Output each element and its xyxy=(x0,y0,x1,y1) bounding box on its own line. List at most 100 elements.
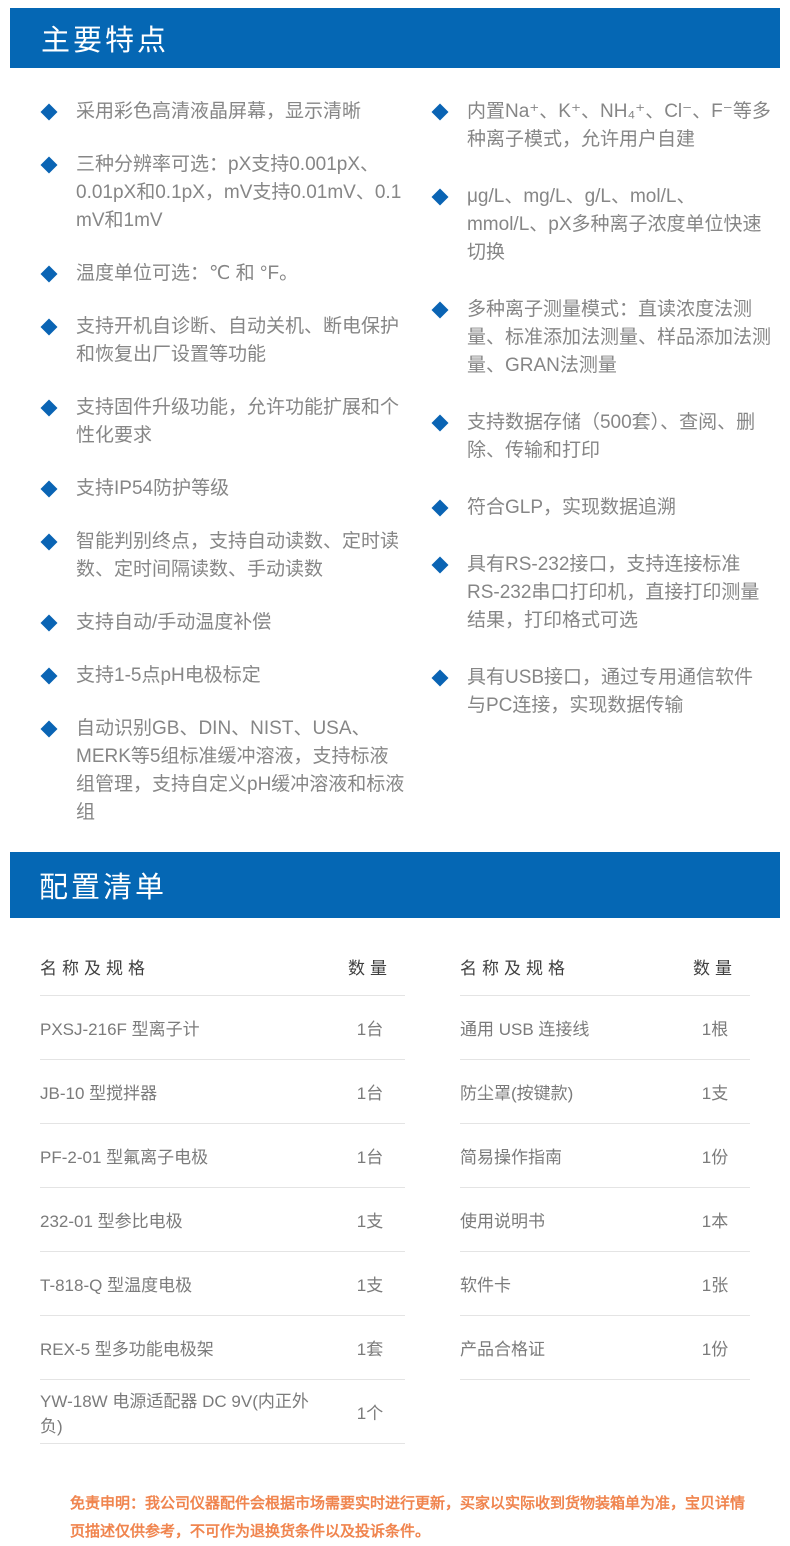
feature-item: 支持IP54防护等级 xyxy=(40,475,407,503)
feature-item: 符合GLP，实现数据追溯 xyxy=(431,494,772,522)
quantity-header: 数量 xyxy=(693,959,737,978)
config-section-title: 配置清单 xyxy=(39,872,168,904)
table-header-row: 名称及规格 数量 xyxy=(460,932,750,996)
item-name: 简易操作指南 xyxy=(460,1148,562,1167)
diamond-bullet-icon xyxy=(431,301,449,319)
table-row: 通用 USB 连接线 1根 xyxy=(460,996,750,1060)
item-qty: 1个 xyxy=(356,1404,384,1423)
feature-item: 智能判别终点，支持自动读数、定时读数、定时间隔读数、手动读数 xyxy=(40,528,407,584)
item-name: T-818-Q 型温度电极 xyxy=(40,1276,193,1295)
item-name: 通用 USB 连接线 xyxy=(460,1020,590,1039)
table-row: PF-2-01 型氟离子电极 1台 xyxy=(40,1124,405,1188)
diamond-bullet-icon xyxy=(431,556,449,574)
item-qty: 1台 xyxy=(356,1020,384,1039)
item-qty: 1张 xyxy=(701,1276,729,1295)
feature-text: 支持自动/手动温度补偿 xyxy=(76,612,272,633)
item-name: 防尘罩(按键款) xyxy=(460,1084,574,1103)
feature-text: 支持开机自诊断、自动关机、断电保护和恢复出厂设置等功能 xyxy=(76,316,400,365)
table-row: PXSJ-216F 型离子计 1台 xyxy=(40,996,405,1060)
item-name: 232-01 型参比电极 xyxy=(40,1212,183,1231)
item-name: 产品合格证 xyxy=(460,1340,545,1359)
feature-item: 采用彩色高清液晶屏幕，显示清晰 xyxy=(40,98,407,126)
feature-item: 支持固件升级功能，允许功能扩展和个性化要求 xyxy=(40,394,407,450)
feature-item: 内置Na⁺、K⁺、NH₄⁺、Cl⁻、F⁻等多种离子模式，允许用户自建 xyxy=(431,98,772,154)
diamond-bullet-icon xyxy=(40,156,58,174)
features-section-header: 主要特点 xyxy=(10,8,780,68)
feature-item: 自动识别GB、DIN、NIST、USA、MERK等5组标准缓冲溶液，支持标液组管… xyxy=(40,715,407,827)
config-tables: 名称及规格 数量 PXSJ-216F 型离子计 1台 JB-10 型搅拌器 1台… xyxy=(0,918,790,1444)
item-name: JB-10 型搅拌器 xyxy=(40,1084,158,1103)
feature-item: 温度单位可选：℃ 和 °F。 xyxy=(40,260,407,288)
table-row: 232-01 型参比电极 1支 xyxy=(40,1188,405,1252)
diamond-bullet-icon xyxy=(431,499,449,517)
table-row: 防尘罩(按键款) 1支 xyxy=(460,1060,750,1124)
item-qty: 1台 xyxy=(356,1148,384,1167)
feature-item: 支持1-5点pH电极标定 xyxy=(40,662,407,690)
table-row: 使用说明书 1本 xyxy=(460,1188,750,1252)
table-row: 产品合格证 1份 xyxy=(460,1316,750,1380)
feature-text: 支持IP54防护等级 xyxy=(76,478,230,499)
diamond-bullet-icon xyxy=(431,103,449,121)
diamond-bullet-icon xyxy=(431,188,449,206)
feature-item: 具有RS-232接口，支持连接标准RS-232串口打印机，直接打印测量结果，打印… xyxy=(431,551,772,635)
feature-text: 多种离子测量模式：直读浓度法测量、标准添加法测量、样品添加法测量、GRAN法测量 xyxy=(466,299,771,376)
item-name: REX-5 型多功能电极架 xyxy=(40,1340,214,1359)
table-row: REX-5 型多功能电极架 1套 xyxy=(40,1316,405,1380)
diamond-bullet-icon xyxy=(431,414,449,432)
table-row: YW-18W 电源适配器 DC 9V(内正外负) 1个 xyxy=(40,1380,405,1444)
table-row: 软件卡 1张 xyxy=(460,1252,750,1316)
feature-text: 自动识别GB、DIN、NIST、USA、MERK等5组标准缓冲溶液，支持标液组管… xyxy=(76,718,405,823)
quantity-header: 数量 xyxy=(348,959,392,978)
feature-item: 支持自动/手动温度补偿 xyxy=(40,609,407,637)
item-name: PXSJ-216F 型离子计 xyxy=(40,1020,200,1039)
name-spec-header: 名称及规格 xyxy=(460,959,570,978)
disclaimer-text: 免责申明：我公司仪器配件会根据市场需要实时进行更新，买家以实际收到货物装箱单为准… xyxy=(70,1495,746,1540)
item-name: 使用说明书 xyxy=(460,1212,545,1231)
feature-text: 三种分辨率可选：pX支持0.001pX、0.01pX和0.1pX，mV支持0.0… xyxy=(76,154,402,231)
feature-text: 智能判别终点，支持自动读数、定时读数、定时间隔读数、手动读数 xyxy=(76,531,400,580)
feature-item: 支持数据存储（500套）、查阅、删除、传输和打印 xyxy=(431,409,772,465)
diamond-bullet-icon xyxy=(40,265,58,283)
features-column-right: 内置Na⁺、K⁺、NH₄⁺、Cl⁻、F⁻等多种离子模式，允许用户自建 μg/L、… xyxy=(431,98,772,852)
feature-text: 温度单位可选：℃ 和 °F。 xyxy=(76,263,299,284)
diamond-bullet-icon xyxy=(40,533,58,551)
item-qty: 1支 xyxy=(356,1276,384,1295)
diamond-bullet-icon xyxy=(40,103,58,121)
feature-text: 具有RS-232接口，支持连接标准RS-232串口打印机，直接打印测量结果，打印… xyxy=(466,554,760,631)
feature-text: 支持1-5点pH电极标定 xyxy=(76,665,261,686)
item-qty: 1份 xyxy=(701,1148,729,1167)
feature-text: μg/L、mg/L、g/L、mol/L、mmol/L、pX多种离子浓度单位快速切… xyxy=(466,186,762,263)
config-section-header: 配置清单 xyxy=(10,852,780,918)
item-qty: 1份 xyxy=(701,1340,729,1359)
feature-text: 符合GLP，实现数据追溯 xyxy=(466,497,676,518)
item-qty: 1台 xyxy=(356,1084,384,1103)
feature-text: 支持数据存储（500套）、查阅、删除、传输和打印 xyxy=(466,412,756,461)
features-column-left: 采用彩色高清液晶屏幕，显示清晰 三种分辨率可选：pX支持0.001pX、0.01… xyxy=(40,98,407,852)
item-qty: 1套 xyxy=(356,1340,384,1359)
item-qty: 1根 xyxy=(701,1020,729,1039)
features-section-title: 主要特点 xyxy=(41,25,170,57)
feature-text: 采用彩色高清液晶屏幕，显示清晰 xyxy=(76,101,362,122)
feature-text: 支持固件升级功能，允许功能扩展和个性化要求 xyxy=(76,397,400,446)
diamond-bullet-icon xyxy=(431,669,449,687)
diamond-bullet-icon xyxy=(40,614,58,632)
feature-item: 支持开机自诊断、自动关机、断电保护和恢复出厂设置等功能 xyxy=(40,313,407,369)
diamond-bullet-icon xyxy=(40,399,58,417)
item-qty: 1本 xyxy=(701,1212,729,1231)
item-qty: 1支 xyxy=(356,1212,384,1231)
diamond-bullet-icon xyxy=(40,480,58,498)
feature-item: μg/L、mg/L、g/L、mol/L、mmol/L、pX多种离子浓度单位快速切… xyxy=(431,183,772,267)
item-name: YW-18W 电源适配器 DC 9V(内正外负) xyxy=(40,1391,309,1436)
table-row: 简易操作指南 1份 xyxy=(460,1124,750,1188)
diamond-bullet-icon xyxy=(40,720,58,738)
table-row: T-818-Q 型温度电极 1支 xyxy=(40,1252,405,1316)
feature-text: 内置Na⁺、K⁺、NH₄⁺、Cl⁻、F⁻等多种离子模式，允许用户自建 xyxy=(466,101,771,150)
feature-item: 具有USB接口，通过专用通信软件与PC连接，实现数据传输 xyxy=(431,664,772,720)
name-spec-header: 名称及规格 xyxy=(40,959,150,978)
item-qty: 1支 xyxy=(701,1084,729,1103)
diamond-bullet-icon xyxy=(40,318,58,336)
config-table-left: 名称及规格 数量 PXSJ-216F 型离子计 1台 JB-10 型搅拌器 1台… xyxy=(40,932,405,1444)
feature-text: 具有USB接口，通过专用通信软件与PC连接，实现数据传输 xyxy=(466,667,754,716)
features-list: 采用彩色高清液晶屏幕，显示清晰 三种分辨率可选：pX支持0.001pX、0.01… xyxy=(0,68,790,852)
table-row: JB-10 型搅拌器 1台 xyxy=(40,1060,405,1124)
